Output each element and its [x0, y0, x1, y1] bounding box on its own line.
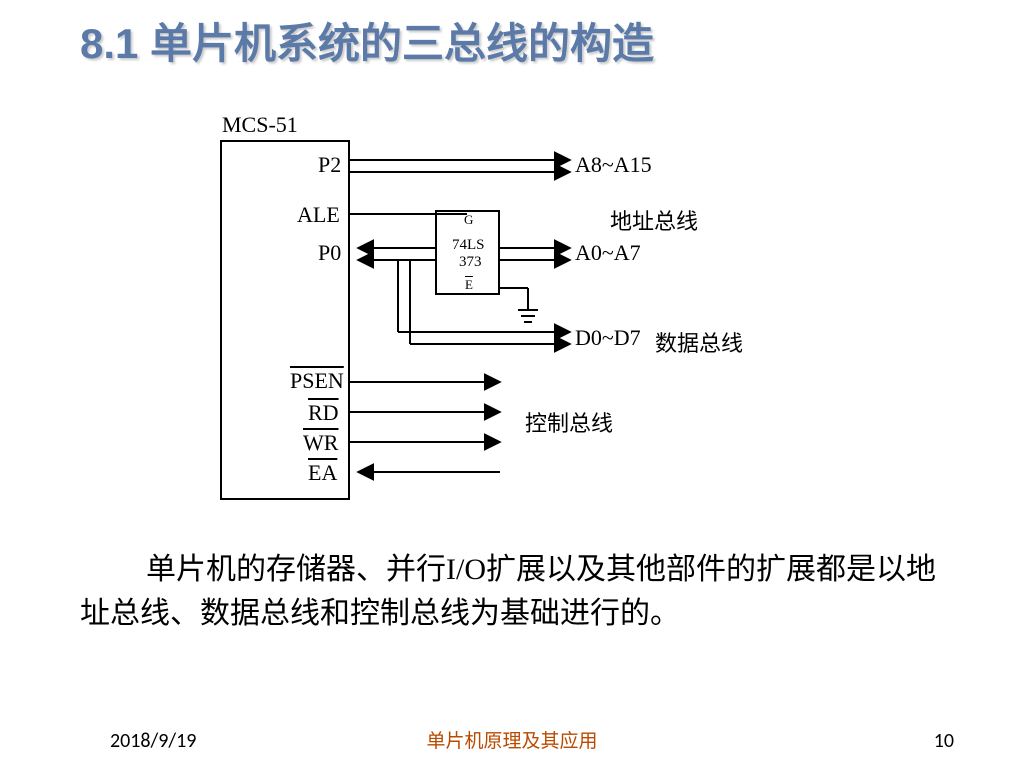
body-text: 单片机的存储器、并行I/O扩展以及其他部件的扩展都是以地址总线、数据总线和控制总… — [80, 548, 954, 635]
pin-ale: ALE — [297, 202, 340, 228]
pin-p2: P2 — [318, 152, 341, 178]
label-a8a15: A8~A15 — [575, 152, 652, 178]
footer-center: 单片机原理及其应用 — [0, 726, 1024, 753]
slide-title: 8.1 单片机系统的三总线的构造 — [80, 10, 654, 71]
pin-psen: PSEN — [290, 368, 344, 394]
label-data-bus: 数据总线 — [655, 326, 743, 358]
label-ctrl-bus: 控制总线 — [525, 406, 613, 438]
pin-wr: WR — [303, 430, 338, 456]
latch-pin-g: G — [464, 212, 473, 228]
label-addr-bus: 地址总线 — [610, 204, 698, 236]
bus-diagram: MCS-51 P2 ALE P0 PSEN RD WR EA G 74LS 37… — [180, 110, 820, 530]
latch-pin-e: E — [465, 277, 473, 293]
latch-label-top: 74LS — [452, 237, 485, 254]
latch-label-bottom: 373 — [459, 254, 482, 271]
label-a0a7: A0~A7 — [575, 240, 641, 266]
footer-page: 10 — [934, 729, 954, 753]
pin-ea: EA — [308, 460, 337, 486]
pin-rd: RD — [308, 400, 339, 426]
body-text-content: 单片机的存储器、并行I/O扩展以及其他部件的扩展都是以地址总线、数据总线和控制总… — [80, 553, 936, 630]
pin-p0: P0 — [318, 240, 341, 266]
label-d0d7: D0~D7 — [575, 325, 641, 351]
latch-box: G 74LS 373 E — [435, 210, 500, 295]
mcu-label: MCS-51 — [222, 112, 298, 138]
